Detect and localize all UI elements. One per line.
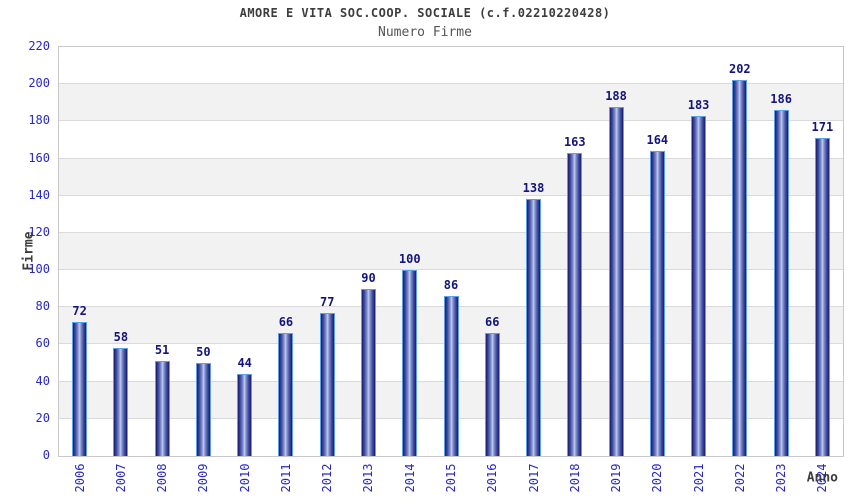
x-tick-label: 2015 [444,463,458,493]
plot-band [59,195,843,233]
chart-subtitle: Numero Firme [378,25,472,40]
gridline [59,269,843,271]
gridline [59,83,843,85]
bar-value-label: 90 [361,270,376,285]
x-tick-label: 2024 [815,463,830,493]
plot-band [59,121,843,159]
x-tick-label: 2009 [196,463,211,493]
bar [608,106,624,456]
bar [484,333,500,456]
y-tick-label: 140 [28,187,50,202]
bar-value-label: 72 [72,304,87,319]
bar-value-label: 138 [522,181,545,196]
x-tick-label: 2023 [774,463,789,493]
bar [113,348,129,456]
x-tick-label: 2022 [732,463,747,493]
bar [402,270,418,456]
bar [691,115,707,456]
x-tick-label: 2019 [609,463,624,493]
y-tick-label: 220 [28,39,50,53]
bar-value-label: 77 [319,294,335,309]
y-tick-label: 180 [28,113,50,128]
gridline [59,120,843,122]
x-tick-label: 2011 [278,463,293,493]
x-tick-label: 2017 [526,463,541,493]
bar-value-label: 186 [770,92,792,107]
bar-value-label: 58 [113,330,129,345]
bar [195,363,211,456]
bar-value-label: 164 [646,133,669,148]
x-axis-title: Anno [806,470,838,486]
y-tick-label: 100 [28,262,50,277]
plot-band [59,158,843,196]
bar [773,110,789,456]
x-tick-label: 2010 [237,463,252,493]
bar [360,288,376,456]
bar [814,138,830,456]
y-tick-label: 0 [42,448,50,462]
bar-value-label: 44 [237,356,252,371]
y-tick-label: 160 [28,150,50,165]
y-tick-label: 60 [35,336,50,351]
bar-value-label: 51 [154,343,170,358]
x-tick-label: 2014 [402,463,417,493]
y-tick-label: 40 [35,373,50,388]
plot-band [59,84,843,122]
x-tick-label: 2018 [567,463,582,493]
bar-value-label: 163 [563,134,586,149]
bar-value-label: 171 [811,120,834,135]
bar-value-label: 86 [443,278,459,293]
bar-value-label: 100 [398,252,421,267]
gridline [59,231,843,233]
bar-value-label: 202 [728,62,751,77]
bar-value-label: 188 [605,88,627,103]
bar [649,151,665,456]
bar-value-label: 183 [687,97,710,112]
bar [567,152,583,456]
y-tick-label: 80 [35,299,50,314]
x-tick-label: 2020 [650,463,665,493]
plot-band [59,232,843,271]
bar [154,361,170,456]
x-tick-label: 2008 [155,463,170,493]
gridline [59,194,843,196]
plot-area: 72 58 51 50 44 66 77 90 100 86 66 138 163 188 164 183 20… [58,46,844,457]
bar [237,374,253,456]
plot-band [59,47,843,85]
x-tick-label: 2012 [320,463,335,493]
bar [72,322,88,456]
x-tick-label: 2007 [113,463,128,493]
chart-title: AMORE E VITA SOC.COOP. SOCIALE (c.f.0221… [239,6,611,20]
bar-value-label: 66 [278,315,294,330]
bar-value-label: 66 [485,315,500,330]
y-tick-label: 200 [28,76,50,91]
bar-value-label: 50 [196,345,211,360]
bar [732,80,748,456]
x-tick-label: 2013 [361,463,376,493]
bar [319,312,335,456]
x-tick-label: 2006 [72,463,87,493]
bar [443,296,459,456]
bar [278,333,294,456]
gridline [59,157,843,159]
y-tick-label: 120 [28,224,50,239]
y-axis-title: Firme [21,231,37,271]
bar [526,199,542,456]
x-tick-label: 2016 [485,463,500,493]
x-tick-label: 2021 [691,463,706,493]
y-tick-label: 20 [35,410,50,425]
